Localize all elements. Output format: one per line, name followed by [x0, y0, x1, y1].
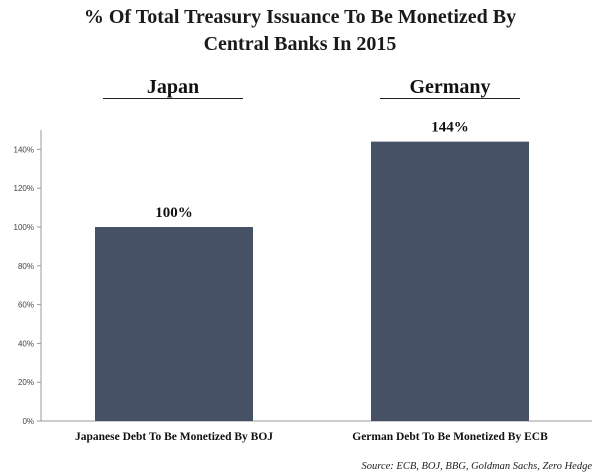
- y-tick-label: 60%: [18, 301, 34, 310]
- chart-title-line2: Central Banks In 2015: [203, 33, 397, 55]
- bar-2: [371, 141, 529, 421]
- chart-title-line1: % Of Total Treasury Issuance To Be Monet…: [83, 6, 517, 28]
- bar-1: [95, 227, 253, 421]
- y-tick-label: 120%: [14, 184, 34, 193]
- y-tick-label: 0%: [22, 417, 34, 426]
- y-tick-label: 40%: [18, 339, 34, 348]
- y-tick-label: 80%: [18, 262, 34, 271]
- y-tick-label: 140%: [14, 145, 34, 154]
- y-tick-label: 100%: [14, 223, 34, 232]
- chart-title: % Of Total Treasury Issuance To Be Monet…: [0, 4, 600, 58]
- source-note: Source: ECB, BOJ, BBG, Goldman Sachs, Ze…: [361, 461, 592, 472]
- category-label-2: German Debt To Be Monetized By ECB: [352, 431, 548, 443]
- category-label-1: Japanese Debt To Be Monetized By BOJ: [75, 431, 273, 443]
- group-label-japan: Japan: [103, 76, 243, 99]
- data-label-1: 100%: [155, 205, 193, 221]
- group-label-germany: Germany: [380, 76, 520, 99]
- y-tick-label: 20%: [18, 378, 34, 387]
- data-label-2: 144%: [431, 120, 469, 136]
